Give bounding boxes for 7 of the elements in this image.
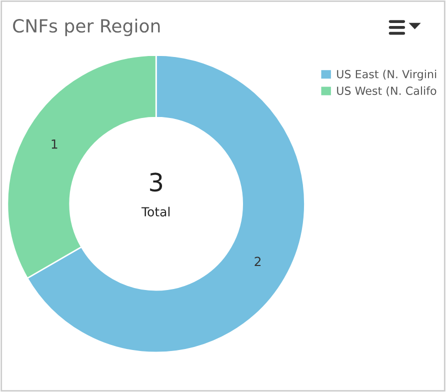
legend-label: US East (N. Virgini (337, 70, 436, 80)
data-label: 2 (254, 256, 261, 266)
chart-title: CNFs per Region (13, 18, 160, 36)
legend-label: US West (N. Califo (337, 86, 436, 96)
text: 3 (150, 172, 162, 192)
text: Total (141, 206, 170, 216)
data-label: 1 (52, 139, 58, 149)
